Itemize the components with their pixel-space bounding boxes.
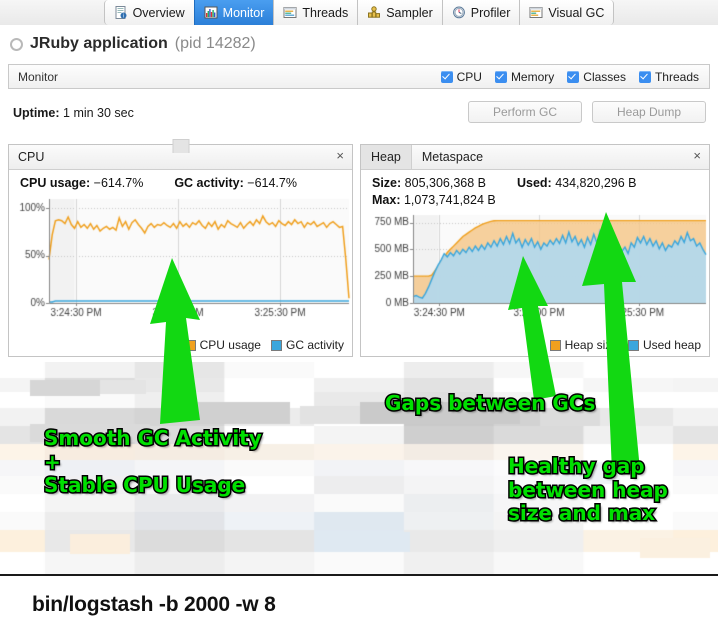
monitor-chart-icon [204, 6, 218, 19]
uptime-text: Uptime: 1 min 30 sec [0, 106, 134, 120]
heap-chart-legend: Heap size Used heap [549, 338, 701, 352]
svg-text:i: i [122, 13, 123, 19]
gc-activity-label: GC activity: [174, 176, 244, 190]
cpu-usage-value: −614.7% [93, 176, 144, 190]
tab-sampler[interactable]: Sampler [357, 0, 443, 25]
tab-label: Threads [302, 5, 349, 20]
heap-size-label: Size: [372, 176, 402, 190]
cpu-chart-legend: CPU usage GC activity [184, 338, 344, 352]
heap-dump-button[interactable]: Heap Dump [592, 101, 706, 123]
gc-button-group: Perform GC Heap Dump [468, 101, 706, 123]
legend-label: Used heap [642, 338, 701, 352]
caption-divider [0, 574, 718, 576]
heap-panel-tabs[interactable]: Heap Metaspace × [361, 145, 709, 170]
cpu-panel-title: CPU [18, 150, 45, 164]
visual-gc-icon [529, 6, 543, 19]
overview-icon: i [114, 6, 128, 19]
tab-profiler[interactable]: Profiler [441, 0, 521, 25]
legend-label: Heap size [564, 338, 618, 352]
monitor-toolbar-title: Monitor [18, 69, 59, 84]
legend-swatch-icon [549, 339, 561, 351]
tab-label: Visual GC [548, 5, 605, 20]
heap-size-value: 805,306,368 B [404, 176, 486, 190]
checkbox-label: Memory [510, 69, 555, 84]
application-name: JRuby application [30, 35, 168, 52]
checkbox-label: Threads [654, 69, 699, 84]
monitor-toolbar: Monitor CPU Memory Classes Threads [8, 64, 710, 89]
tab-threads[interactable]: Threads [273, 0, 359, 25]
checkbox-classes[interactable]: Classes [567, 70, 626, 84]
heap-used-label: Used: [516, 176, 552, 190]
perform-gc-button[interactable]: Perform GC [468, 101, 582, 123]
blurred-background-region [0, 362, 718, 574]
profiler-clock-icon [452, 6, 466, 19]
main-tab-bar[interactable]: i Overview Monitor Threads Sampler Profiler Vi… [0, 0, 718, 26]
heap-max-value: 1,073,741,824 B [403, 193, 496, 207]
visualvm-window: i Overview Monitor Threads Sampler Profiler Vi… [0, 0, 718, 362]
legend-label: CPU usage [199, 338, 261, 352]
heap-chart[interactable] [361, 209, 709, 325]
cpu-usage-label: CPU usage: [20, 176, 91, 190]
panel-drag-grip[interactable] [172, 139, 189, 153]
legend-swatch-icon [184, 339, 196, 351]
heap-used-value: 434,820,296 B [555, 176, 637, 190]
cpu-panel-titlebar: CPU × [9, 139, 352, 170]
application-pid: (pid 14282) [174, 35, 256, 52]
caption-bar: bin/logstash -b 2000 -w 8 [0, 576, 718, 634]
legend-label: GC activity [285, 338, 344, 352]
legend-swatch-icon [627, 339, 639, 351]
monitor-checkbox-group[interactable]: CPU Memory Classes Threads [440, 69, 709, 84]
close-icon[interactable]: × [336, 148, 344, 163]
heap-panel: Heap Metaspace × Size: 805,306,368 B Used… [360, 144, 710, 357]
tab-visual-gc[interactable]: Visual GC [519, 0, 615, 25]
uptime-row: Uptime: 1 min 30 sec [0, 96, 718, 130]
cpu-stats: CPU usage: −614.7% GC activity: −614.7% [9, 170, 352, 194]
checkbox-label: Classes [583, 69, 626, 84]
legend-item: CPU usage [184, 338, 261, 352]
sampler-icon [367, 6, 381, 19]
checkbox-cpu[interactable]: CPU [440, 69, 482, 84]
tab-label: Monitor [222, 5, 265, 20]
application-header: JRuby application (pid 14282) [0, 25, 718, 63]
uptime-value: 1 min 30 sec [63, 106, 134, 120]
tab-overview[interactable]: i Overview [103, 0, 195, 25]
heap-tab-heap[interactable]: Heap [361, 145, 412, 169]
application-status-icon [10, 37, 23, 51]
legend-item: Heap size [549, 338, 618, 352]
legend-item: GC activity [270, 338, 344, 352]
heap-stat-row-2: Max: 1,073,741,824 B [372, 192, 709, 209]
cpu-panel: CPU × CPU usage: −614.7% GC activity: −6… [8, 139, 353, 357]
checkbox-memory[interactable]: Memory [494, 69, 555, 84]
heap-stat-row-1: Size: 805,306,368 B Used: 434,820,296 B [372, 175, 709, 192]
legend-swatch-icon [270, 339, 282, 351]
heap-stats: Size: 805,306,368 B Used: 434,820,296 B … [361, 170, 709, 211]
checkbox-label: CPU [456, 69, 482, 84]
checkbox-threads[interactable]: Threads [638, 69, 699, 84]
heap-max-label: Max: [372, 193, 401, 207]
cpu-stat-row: CPU usage: −614.7% GC activity: −614.7% [20, 175, 352, 192]
gc-activity-value: −614.7% [247, 176, 297, 190]
checkbox-checked-icon[interactable] [440, 70, 453, 83]
threads-icon [283, 6, 297, 19]
tab-label: Overview [132, 5, 185, 20]
checkbox-checked-icon[interactable] [494, 70, 507, 83]
cpu-chart[interactable] [9, 193, 352, 325]
tab-monitor[interactable]: Monitor [193, 0, 275, 25]
uptime-label: Uptime: [13, 106, 60, 120]
heap-tab-metaspace[interactable]: Metaspace [421, 150, 484, 164]
blurred-image [0, 362, 718, 574]
tab-label: Profiler [470, 5, 511, 20]
checkbox-checked-icon[interactable] [567, 70, 580, 83]
close-icon[interactable]: × [693, 148, 701, 163]
caption-command: bin/logstash -b 2000 -w 8 [32, 593, 276, 616]
tab-label: Sampler [386, 5, 433, 20]
checkbox-checked-icon[interactable] [638, 70, 651, 83]
legend-item: Used heap [627, 338, 701, 352]
